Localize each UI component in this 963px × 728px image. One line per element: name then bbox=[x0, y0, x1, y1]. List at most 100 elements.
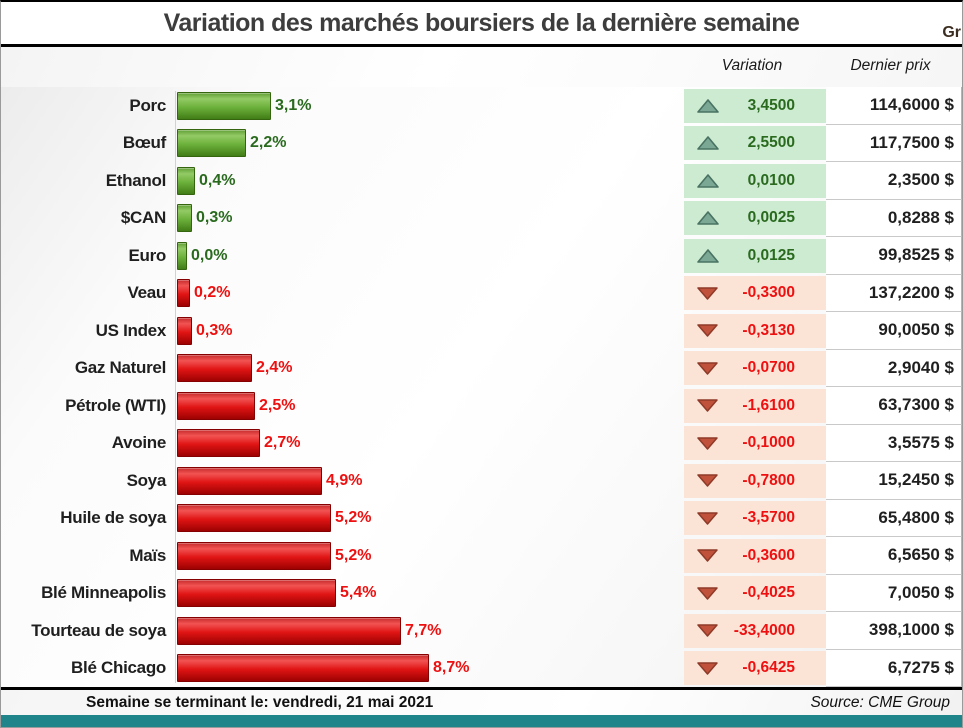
logo-text: Gr bbox=[942, 24, 961, 41]
header-divider bbox=[1, 44, 962, 47]
chart-axis-line bbox=[175, 91, 176, 683]
value-bar bbox=[177, 91, 271, 120]
bar-zone: 0,2% bbox=[175, 279, 684, 308]
last-price-value: 398,1000 $ bbox=[826, 612, 962, 650]
last-price-value: 114,6000 $ bbox=[826, 87, 962, 125]
variation-value: -1,6100 bbox=[742, 396, 795, 414]
variation-cell: -0,3600 bbox=[684, 538, 826, 573]
variation-cell: 3,4500 bbox=[684, 88, 826, 123]
category-label: $CAN bbox=[120, 208, 166, 228]
bar-zone: 5,2% bbox=[175, 541, 684, 570]
down-triangle-icon bbox=[697, 399, 718, 412]
table-row: US Index 0,3% -0,3130 90,0050 $ bbox=[1, 312, 962, 350]
variation-cell: -0,3130 bbox=[684, 313, 826, 348]
table-row: Pétrole (WTI) 2,5% -1,6100 63,7300 $ bbox=[1, 387, 962, 425]
value-bar bbox=[177, 316, 192, 345]
table-row: Ethanol 0,4% 0,0100 2,3500 $ bbox=[1, 162, 962, 200]
percent-label: 8,7% bbox=[433, 659, 470, 677]
last-price-value: 6,5650 $ bbox=[826, 537, 962, 575]
category-label: Veau bbox=[127, 283, 167, 303]
rows: Porc 3,1% 3,4500 114,6000 $ Bœuf 2,2% bbox=[1, 87, 962, 687]
up-triangle-icon bbox=[697, 173, 719, 188]
page-title: Variation des marchés boursiers de la de… bbox=[163, 8, 800, 37]
category-label: Euro bbox=[128, 245, 166, 265]
percent-label: 2,7% bbox=[264, 434, 301, 452]
last-price-value: 3,5575 $ bbox=[826, 424, 962, 462]
last-price-value: 63,7300 $ bbox=[826, 387, 962, 425]
up-triangle-icon bbox=[697, 211, 719, 226]
table-row: Blé Chicago 8,7% -0,6425 6,7275 $ bbox=[1, 649, 962, 687]
bar-zone: 5,4% bbox=[175, 579, 684, 608]
variation-cell: -33,4000 bbox=[684, 613, 826, 648]
column-header-variation: Variation bbox=[721, 57, 783, 74]
last-price-value: 15,2450 $ bbox=[826, 462, 962, 500]
down-triangle-icon bbox=[697, 512, 718, 525]
last-price-value: 2,3500 $ bbox=[826, 162, 962, 200]
variation-value: 3,4500 bbox=[747, 96, 795, 114]
bar-zone: 3,1% bbox=[175, 91, 684, 120]
table-row: Gaz Naturel 2,4% -0,0700 2,9040 $ bbox=[1, 349, 962, 387]
column-headers: Variation Dernier prix bbox=[1, 47, 962, 87]
last-price-value: 7,0050 $ bbox=[826, 574, 962, 612]
variation-cell: -0,0700 bbox=[684, 351, 826, 386]
last-price-value: 90,0050 $ bbox=[826, 312, 962, 350]
bar-zone: 2,2% bbox=[175, 129, 684, 158]
down-triangle-icon bbox=[697, 587, 718, 600]
last-price-value: 117,7500 $ bbox=[826, 124, 962, 162]
value-bar bbox=[177, 204, 192, 233]
percent-label: 0,3% bbox=[196, 209, 233, 227]
down-triangle-icon bbox=[697, 362, 718, 375]
value-bar bbox=[177, 616, 401, 645]
bar-zone: 0,0% bbox=[175, 241, 684, 270]
category-label: Tourteau de soya bbox=[31, 620, 166, 640]
table-row: $CAN 0,3% 0,0025 0,8288 $ bbox=[1, 199, 962, 237]
table-row: Maïs 5,2% -0,3600 6,5650 $ bbox=[1, 537, 962, 575]
percent-label: 0,2% bbox=[194, 284, 231, 302]
value-bar bbox=[177, 129, 246, 158]
percent-label: 0,3% bbox=[196, 321, 233, 339]
category-label: Ethanol bbox=[105, 170, 167, 190]
bar-zone: 8,7% bbox=[175, 654, 684, 683]
category-label: Porc bbox=[129, 95, 166, 115]
category-label: Gaz Naturel bbox=[74, 358, 166, 378]
variation-value: -0,4025 bbox=[742, 584, 795, 602]
variation-value: 0,0100 bbox=[747, 171, 795, 189]
down-triangle-icon bbox=[697, 324, 718, 337]
down-triangle-icon bbox=[697, 474, 718, 487]
last-price-value: 0,8288 $ bbox=[826, 199, 962, 237]
variation-value: 0,0125 bbox=[747, 246, 795, 264]
percent-label: 3,1% bbox=[275, 96, 312, 114]
bar-zone: 0,4% bbox=[175, 166, 684, 195]
percent-label: 0,4% bbox=[199, 171, 236, 189]
category-label: Blé Chicago bbox=[71, 658, 166, 678]
category-label: Pétrole (WTI) bbox=[65, 395, 166, 415]
variation-cell: 2,5500 bbox=[684, 126, 826, 161]
variation-value: -0,6425 bbox=[742, 659, 795, 677]
category-label: Avoine bbox=[111, 433, 167, 453]
percent-label: 5,2% bbox=[335, 546, 372, 564]
value-bar bbox=[177, 391, 255, 420]
bottom-accent-bar bbox=[1, 715, 962, 727]
value-bar bbox=[177, 579, 336, 608]
down-triangle-icon bbox=[697, 549, 718, 562]
bar-zone: 7,7% bbox=[175, 616, 684, 645]
up-triangle-icon bbox=[697, 248, 719, 263]
variation-cell: -0,4025 bbox=[684, 576, 826, 611]
table-row: Porc 3,1% 3,4500 114,6000 $ bbox=[1, 87, 962, 125]
table-row: Veau 0,2% -0,3300 137,2200 $ bbox=[1, 274, 962, 312]
down-triangle-icon bbox=[697, 662, 718, 675]
variation-cell: -1,6100 bbox=[684, 388, 826, 423]
column-header-dernier-prix: Dernier prix bbox=[850, 57, 931, 74]
last-price-value: 6,7275 $ bbox=[826, 649, 962, 687]
variation-value: -33,4000 bbox=[733, 621, 795, 639]
value-bar bbox=[177, 466, 322, 495]
down-triangle-icon bbox=[697, 437, 718, 450]
variation-cell: 0,0025 bbox=[684, 201, 826, 236]
category-label: Maïs bbox=[129, 545, 166, 565]
variation-value: -0,3300 bbox=[742, 284, 795, 302]
percent-label: 2,2% bbox=[250, 134, 287, 152]
last-price-value: 65,4800 $ bbox=[826, 499, 962, 537]
bar-zone: 4,9% bbox=[175, 466, 684, 495]
percent-label: 2,5% bbox=[259, 396, 296, 414]
percent-label: 0,0% bbox=[191, 246, 228, 264]
